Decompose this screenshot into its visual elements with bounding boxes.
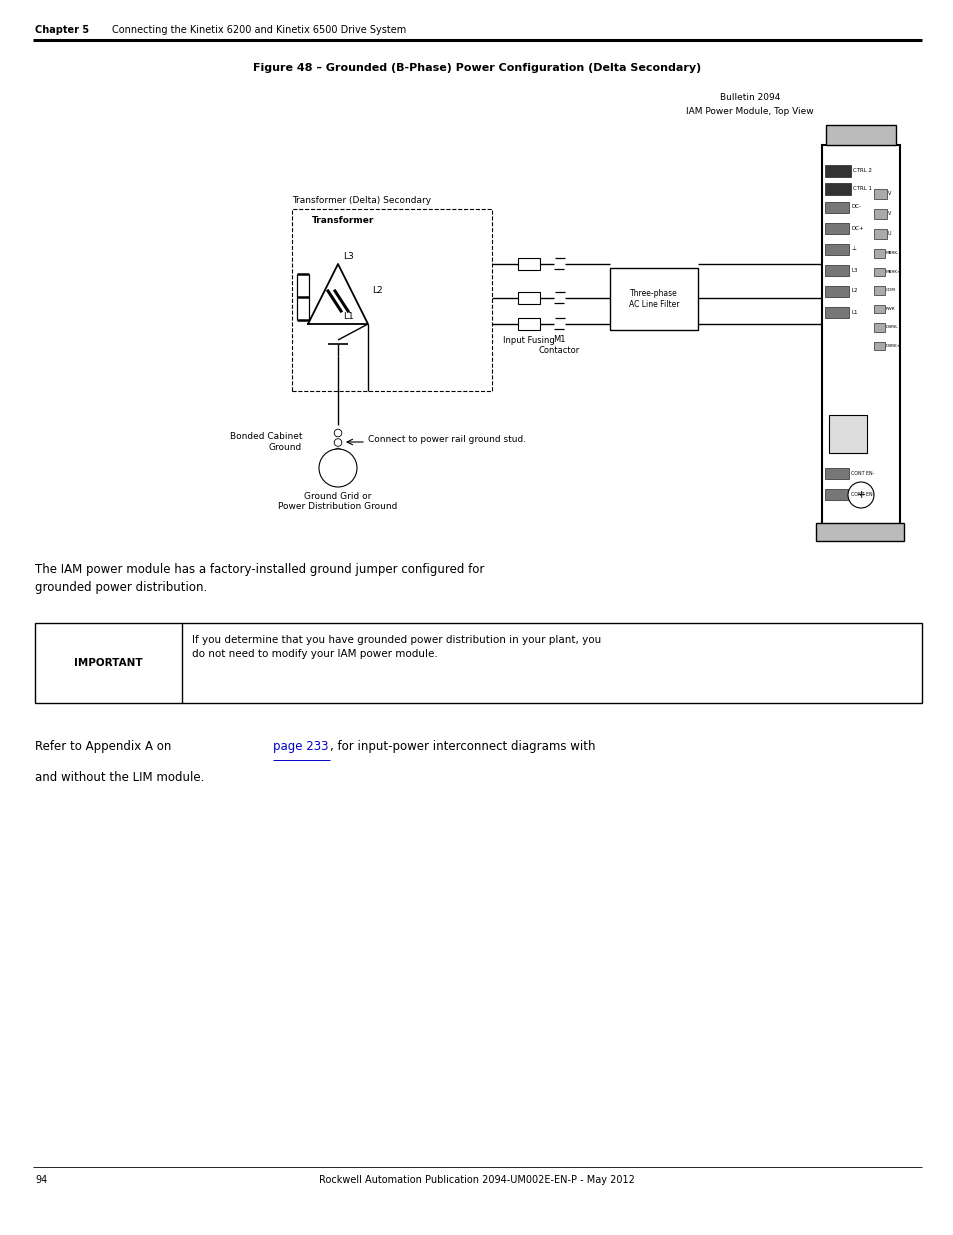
Bar — [824, 308, 848, 317]
Text: Bonded Cabinet
Ground: Bonded Cabinet Ground — [230, 432, 302, 452]
Bar — [873, 189, 886, 199]
Text: DC+: DC+ — [850, 226, 862, 231]
Text: Connect to power rail ground stud.: Connect to power rail ground stud. — [368, 435, 525, 443]
Bar — [824, 245, 848, 254]
Text: L2: L2 — [372, 287, 382, 295]
Text: Three-phase
AC Line Filter: Three-phase AC Line Filter — [628, 289, 679, 310]
Text: V: V — [887, 210, 890, 215]
Text: Transformer (Delta) Secondary: Transformer (Delta) Secondary — [292, 196, 431, 205]
Bar — [873, 268, 884, 277]
Text: Contactor: Contactor — [538, 346, 579, 354]
Bar — [873, 287, 884, 295]
Bar — [821, 144, 899, 525]
Bar — [873, 249, 884, 258]
Bar — [815, 522, 903, 541]
Circle shape — [334, 430, 341, 437]
Text: L1: L1 — [343, 312, 354, 321]
Text: L3: L3 — [850, 268, 857, 273]
Text: Transformer: Transformer — [312, 216, 374, 225]
Text: MBRK+: MBRK+ — [885, 269, 901, 273]
Text: M1: M1 — [553, 335, 565, 345]
Bar — [828, 415, 866, 453]
Bar — [873, 228, 886, 238]
Bar — [824, 266, 848, 275]
Text: COM: COM — [885, 288, 895, 291]
Text: page 233: page 233 — [273, 740, 328, 753]
Text: L1: L1 — [850, 310, 857, 315]
Text: DBRK-: DBRK- — [885, 325, 898, 329]
Bar — [517, 319, 539, 331]
Text: Bulletin 2094: Bulletin 2094 — [720, 93, 780, 103]
Bar — [824, 287, 848, 296]
Text: L2: L2 — [850, 289, 857, 294]
Circle shape — [318, 450, 356, 487]
Text: If you determine that you have grounded power distribution in your plant, you
do: If you determine that you have grounded … — [192, 635, 600, 659]
Bar — [517, 258, 539, 270]
Text: DC-: DC- — [850, 205, 861, 210]
Text: Chapter 5: Chapter 5 — [35, 25, 89, 35]
Text: CTRL 2: CTRL 2 — [852, 168, 871, 173]
Text: L3: L3 — [343, 252, 354, 261]
Text: The IAM power module has a factory-installed ground jumper configured for
ground: The IAM power module has a factory-insta… — [35, 563, 484, 594]
Bar — [824, 165, 850, 177]
Text: CONT EN-: CONT EN- — [850, 471, 874, 475]
Circle shape — [334, 448, 341, 456]
Bar — [825, 125, 895, 144]
Text: V: V — [887, 190, 890, 195]
Text: MBRK-: MBRK- — [885, 251, 898, 254]
Text: CTRL 1: CTRL 1 — [852, 185, 871, 190]
Bar — [824, 489, 848, 500]
Text: IMPORTANT: IMPORTANT — [74, 658, 143, 668]
Text: Refer to Appendix A on: Refer to Appendix A on — [35, 740, 175, 753]
Bar — [873, 209, 886, 219]
Bar — [517, 293, 539, 305]
Bar — [873, 305, 884, 314]
Bar — [824, 203, 848, 212]
Bar — [824, 183, 850, 194]
Text: ⊥: ⊥ — [850, 247, 855, 252]
Bar — [824, 224, 848, 233]
Circle shape — [334, 438, 341, 446]
Circle shape — [847, 482, 873, 508]
Bar — [292, 209, 492, 391]
Text: IAM Power Module, Top View: IAM Power Module, Top View — [685, 107, 813, 116]
Bar — [35, 622, 921, 703]
Text: Connecting the Kinetix 6200 and Kinetix 6500 Drive System: Connecting the Kinetix 6200 and Kinetix … — [112, 25, 406, 35]
Text: and without the LIM module.: and without the LIM module. — [35, 771, 204, 784]
Text: Input Fusing: Input Fusing — [502, 336, 555, 345]
Text: , for input-power interconnect diagrams with: , for input-power interconnect diagrams … — [330, 740, 595, 753]
Text: PWR: PWR — [885, 306, 895, 310]
Text: +: + — [856, 490, 864, 500]
Bar — [609, 268, 698, 330]
Bar — [824, 468, 848, 479]
Text: CONT EN-: CONT EN- — [850, 492, 874, 496]
Text: Ground Grid or
Power Distribution Ground: Ground Grid or Power Distribution Ground — [278, 492, 397, 511]
Text: U: U — [887, 231, 890, 236]
Text: 94: 94 — [35, 1174, 48, 1186]
Bar — [873, 342, 884, 351]
Text: Rockwell Automation Publication 2094-UM002E-EN-P - May 2012: Rockwell Automation Publication 2094-UM0… — [318, 1174, 635, 1186]
Text: Figure 48 – Grounded (B-Phase) Power Configuration (Delta Secondary): Figure 48 – Grounded (B-Phase) Power Con… — [253, 63, 700, 73]
Bar — [873, 324, 884, 332]
Text: DBRK+: DBRK+ — [885, 343, 901, 347]
